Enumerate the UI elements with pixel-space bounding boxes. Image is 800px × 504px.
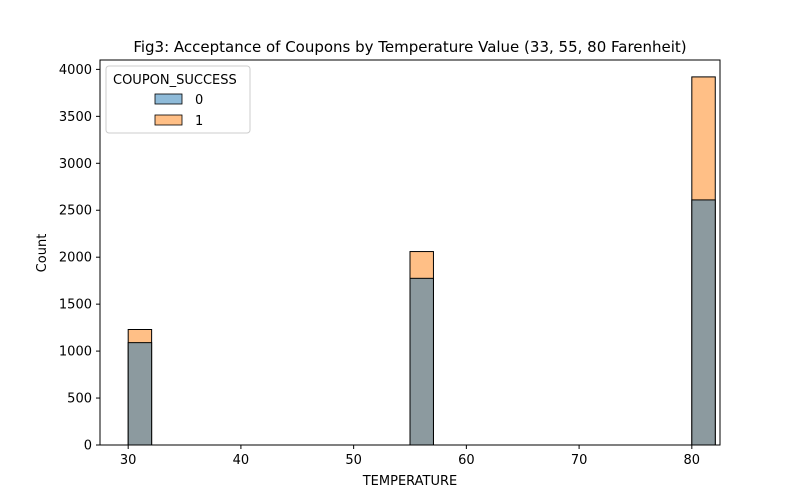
x-tick-label: 30 <box>120 453 137 468</box>
x-tick-label: 40 <box>233 453 250 468</box>
y-tick-label: 3000 <box>59 157 92 172</box>
bar-series-0-30 <box>127 342 153 446</box>
bar-series-0-55 <box>409 277 434 446</box>
legend-label-1: 1 <box>195 114 203 129</box>
legend-label-0: 0 <box>195 93 203 108</box>
chart-title: Fig3: Acceptance of Coupons by Temperatu… <box>133 38 686 56</box>
x-axis-ticks: 30 40 50 60 70 80 <box>120 445 700 468</box>
legend: COUPON_SUCCESS 0 1 <box>105 65 251 134</box>
plot-frame <box>99 59 721 446</box>
x-tick-label: 60 <box>458 453 475 468</box>
y-tick-label: 2500 <box>59 204 92 219</box>
x-tick-label: 70 <box>571 453 588 468</box>
y-axis-ticks: 0 500 1000 1500 2000 2500 3000 3500 4000 <box>59 63 100 454</box>
x-tick-label: 50 <box>345 453 362 468</box>
x-tick-label: 80 <box>684 453 701 468</box>
legend-swatch-0 <box>154 93 183 105</box>
y-tick-label: 2000 <box>59 251 92 266</box>
y-tick-label: 4000 <box>59 63 92 78</box>
y-tick-label: 1500 <box>59 298 92 313</box>
bars-group <box>127 76 716 446</box>
y-tick-label: 0 <box>84 439 92 454</box>
legend-title: COUPON_SUCCESS <box>113 73 237 88</box>
y-tick-label: 3500 <box>59 110 92 125</box>
y-tick-label: 1000 <box>59 345 92 360</box>
bar-series-0-80 <box>691 199 716 446</box>
x-axis-label: TEMPERATURE <box>362 474 458 489</box>
legend-swatch-1 <box>154 114 183 126</box>
y-axis-label: Count <box>35 234 50 273</box>
y-tick-label: 500 <box>67 392 92 407</box>
